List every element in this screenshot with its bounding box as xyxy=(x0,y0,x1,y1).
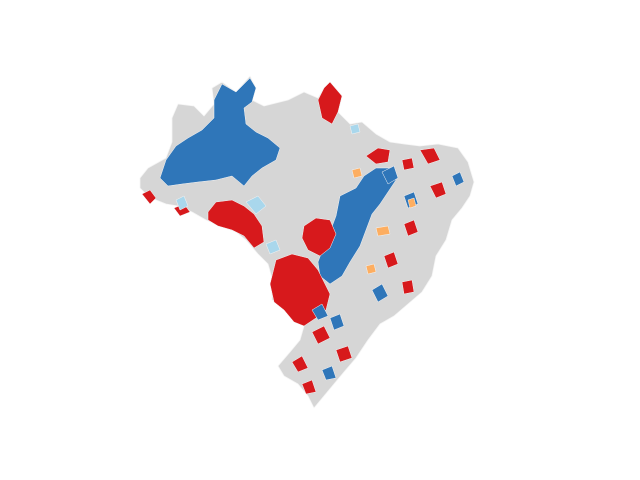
region-red-east-3 xyxy=(401,279,415,295)
region-light-blue-3 xyxy=(265,239,281,255)
region-red-ne-2 xyxy=(419,147,441,165)
region-dark-blue-amazonas xyxy=(159,77,281,187)
region-orange-4 xyxy=(407,197,417,209)
region-light-blue-4 xyxy=(349,123,361,135)
region-red-ne-3 xyxy=(429,181,447,199)
region-red-east-2 xyxy=(383,251,399,269)
region-red-south-1 xyxy=(311,325,331,345)
region-blue-south-2 xyxy=(329,313,345,331)
region-red-rondonia xyxy=(301,217,337,257)
region-orange-2 xyxy=(365,263,377,275)
region-red-ne-4 xyxy=(401,157,415,171)
region-light-blue-2 xyxy=(175,195,189,211)
region-red-west-small xyxy=(141,189,157,205)
region-orange-1 xyxy=(375,225,391,237)
region-light-blue-1 xyxy=(245,195,267,215)
region-red-acre xyxy=(207,199,265,249)
region-red-amapa xyxy=(317,81,343,125)
region-blue-ne-1 xyxy=(381,165,399,185)
region-red-south-3 xyxy=(335,345,353,363)
region-red-south-4 xyxy=(301,379,317,395)
region-blue-east-2 xyxy=(371,283,389,303)
region-red-ne-1 xyxy=(365,147,391,165)
region-blue-south-1 xyxy=(311,303,329,321)
region-red-south-2 xyxy=(291,355,309,373)
region-blue-ne-2 xyxy=(451,171,465,187)
region-orange-3 xyxy=(351,167,363,179)
region-blue-south-3 xyxy=(321,365,337,381)
region-red-east-1 xyxy=(403,219,419,237)
